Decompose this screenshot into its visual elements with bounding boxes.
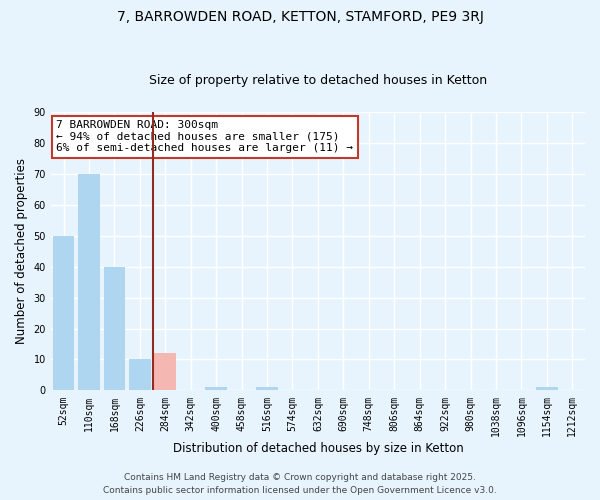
Text: 7, BARROWDEN ROAD, KETTON, STAMFORD, PE9 3RJ: 7, BARROWDEN ROAD, KETTON, STAMFORD, PE9… xyxy=(116,10,484,24)
Bar xyxy=(536,388,557,390)
Bar xyxy=(104,266,125,390)
Bar xyxy=(78,174,100,390)
X-axis label: Distribution of detached houses by size in Ketton: Distribution of detached houses by size … xyxy=(173,442,463,455)
Bar xyxy=(256,388,278,390)
Y-axis label: Number of detached properties: Number of detached properties xyxy=(15,158,28,344)
Bar xyxy=(53,236,74,390)
Text: Contains HM Land Registry data © Crown copyright and database right 2025.
Contai: Contains HM Land Registry data © Crown c… xyxy=(103,474,497,495)
Bar xyxy=(129,360,151,390)
Text: 7 BARROWDEN ROAD: 300sqm
← 94% of detached houses are smaller (175)
6% of semi-d: 7 BARROWDEN ROAD: 300sqm ← 94% of detach… xyxy=(56,120,353,154)
Title: Size of property relative to detached houses in Ketton: Size of property relative to detached ho… xyxy=(149,74,487,87)
Bar xyxy=(154,354,176,391)
Bar xyxy=(205,388,227,390)
